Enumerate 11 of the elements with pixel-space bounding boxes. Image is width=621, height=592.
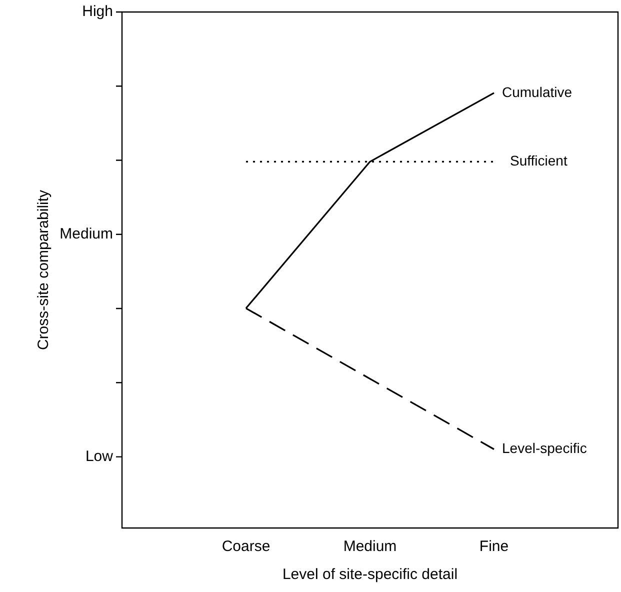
x-axis-title: Level of site-specific detail bbox=[282, 566, 458, 584]
series-label: Cumulative bbox=[502, 84, 572, 100]
y-axis-title: Cross-site comparability bbox=[35, 189, 52, 350]
x-tick-label: Fine bbox=[479, 538, 509, 556]
series-label: Sufficient bbox=[510, 152, 568, 169]
x-tick-label: Coarse bbox=[222, 538, 270, 556]
text: High bbox=[82, 3, 113, 20]
text: Medium bbox=[60, 226, 113, 243]
series-label: Level-specific bbox=[502, 440, 587, 456]
text: Low bbox=[85, 448, 114, 465]
x-tick-label: Medium bbox=[343, 538, 397, 556]
